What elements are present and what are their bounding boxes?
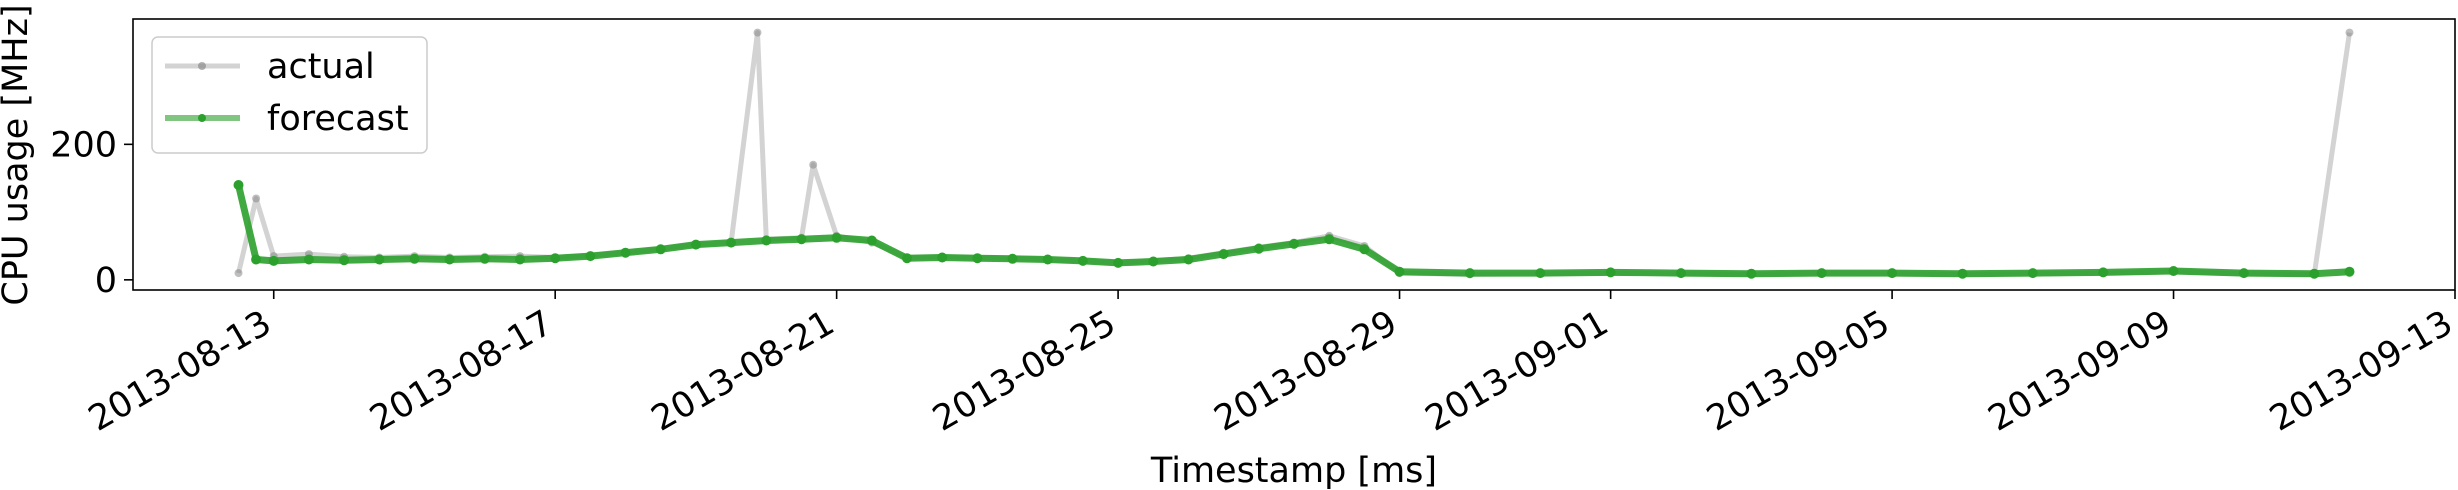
legend-marker-actual bbox=[198, 62, 206, 70]
data-point-forecast bbox=[972, 253, 983, 264]
data-point-forecast bbox=[690, 239, 701, 250]
data-point-forecast bbox=[796, 234, 807, 245]
data-point-forecast bbox=[1148, 256, 1159, 267]
data-point-forecast bbox=[1042, 254, 1053, 265]
data-point-forecast bbox=[2309, 268, 2320, 279]
data-point-forecast bbox=[866, 235, 877, 246]
data-point-forecast bbox=[2168, 266, 2179, 276]
data-point-forecast bbox=[1887, 268, 1898, 279]
data-point-forecast bbox=[585, 251, 596, 262]
legend: actual forecast bbox=[151, 36, 428, 154]
data-point-forecast bbox=[479, 253, 490, 264]
data-point-forecast bbox=[515, 254, 525, 265]
legend-label-forecast: forecast bbox=[267, 99, 409, 139]
plot-area-frame bbox=[132, 18, 2456, 291]
y-tick-label: 0 bbox=[95, 261, 117, 301]
data-point-forecast bbox=[303, 254, 314, 265]
data-point-forecast bbox=[761, 235, 772, 246]
data-point-forecast bbox=[1324, 234, 1335, 245]
data-point-forecast bbox=[339, 255, 350, 266]
data-point-forecast bbox=[1007, 253, 1018, 264]
legend-marker-forecast bbox=[198, 114, 206, 122]
y-axis-ticks: 0 200 bbox=[50, 125, 133, 301]
data-point-actual bbox=[234, 269, 243, 278]
data-point-forecast bbox=[251, 254, 262, 265]
data-point-forecast bbox=[374, 254, 385, 265]
data-point-forecast bbox=[1218, 249, 1229, 260]
data-point-actual bbox=[753, 28, 762, 37]
data-point-forecast bbox=[1957, 268, 1968, 279]
data-point-forecast bbox=[1464, 268, 1475, 279]
data-point-forecast bbox=[1605, 267, 1616, 278]
data-point-forecast bbox=[620, 247, 631, 258]
data-point-actual bbox=[2345, 28, 2354, 37]
data-point-actual bbox=[252, 194, 261, 203]
data-point-forecast bbox=[1676, 268, 1686, 279]
data-point-forecast bbox=[233, 180, 244, 190]
data-point-forecast bbox=[937, 252, 948, 263]
data-point-forecast bbox=[2027, 268, 2038, 279]
data-point-forecast bbox=[1077, 255, 1088, 266]
data-point-forecast bbox=[2344, 266, 2355, 277]
legend-box bbox=[151, 36, 428, 154]
data-point-actual bbox=[809, 160, 818, 169]
y-tick-label: 200 bbox=[50, 125, 117, 165]
data-point-forecast bbox=[726, 237, 737, 248]
data-point-forecast bbox=[902, 253, 912, 264]
data-point-forecast bbox=[831, 232, 842, 243]
legend-label-actual: actual bbox=[267, 47, 375, 87]
data-point-forecast bbox=[1746, 268, 1757, 279]
data-point-forecast bbox=[1535, 268, 1546, 279]
data-point-forecast bbox=[1183, 254, 1194, 265]
data-point-forecast bbox=[1113, 257, 1124, 268]
data-point-forecast bbox=[444, 254, 455, 265]
data-point-forecast bbox=[655, 244, 666, 255]
y-axis-label: CPU usage [MHz] bbox=[0, 4, 36, 305]
data-point-forecast bbox=[268, 255, 279, 266]
data-point-forecast bbox=[1289, 238, 1299, 249]
data-point-forecast bbox=[550, 253, 561, 264]
data-point-forecast bbox=[409, 253, 420, 264]
data-point-forecast bbox=[2238, 268, 2249, 279]
data-point-forecast bbox=[1816, 268, 1827, 279]
data-point-forecast bbox=[1359, 244, 1370, 255]
data-point-forecast bbox=[1394, 266, 1405, 277]
data-point-forecast bbox=[1253, 243, 1264, 254]
x-axis-label: Timestamp [ms] bbox=[1150, 451, 1437, 490]
data-point-forecast bbox=[2098, 267, 2109, 278]
series-layer bbox=[233, 28, 2355, 279]
